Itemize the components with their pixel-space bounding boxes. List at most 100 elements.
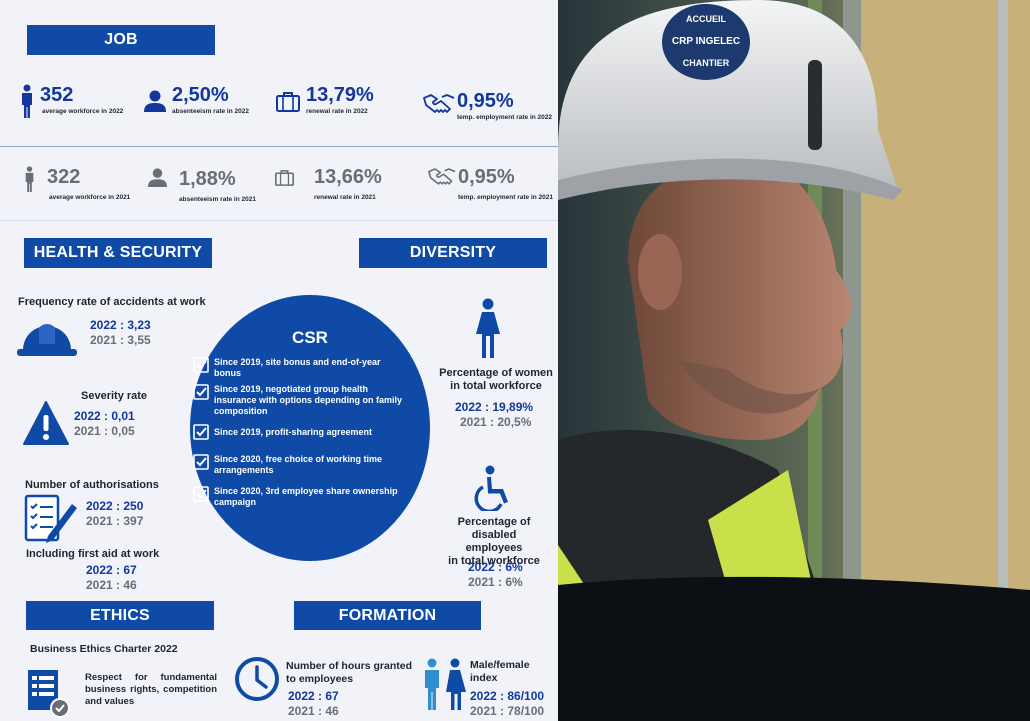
person-icon xyxy=(25,166,34,192)
kpi-value: 1,88% xyxy=(179,168,236,190)
kpi-value: 13,79% xyxy=(306,84,374,106)
frequency-label: Frequency rate of accidents at work xyxy=(18,296,206,308)
disabled-2022: 2022 : 6% xyxy=(468,560,523,574)
csr-title: CSR xyxy=(292,328,328,347)
warning-icon xyxy=(23,401,69,445)
helmet-brand: CRP INGELEC xyxy=(672,36,740,47)
handshake-icon xyxy=(423,94,455,113)
job-title: JOB xyxy=(104,31,138,48)
disabled-label: Percentage of disabled employees in tota… xyxy=(434,516,554,568)
kpi-label: absenteeism rate in 2022 xyxy=(172,108,249,115)
checkbox-icon xyxy=(193,384,209,400)
job-divider xyxy=(0,146,558,147)
kpi-absenteeism-2022: 2,50% absenteeism rate in 2022 xyxy=(144,84,249,116)
ethics-text: Respect for fundamental business rights,… xyxy=(85,672,217,707)
male-female-icon xyxy=(425,658,466,710)
kpi-label: average workforce in 2022 xyxy=(42,108,124,115)
frequency-2021: 2021 : 3,55 xyxy=(90,333,151,347)
women-2021: 2021 : 20,5% xyxy=(460,415,532,429)
severity-label: Severity rate xyxy=(81,390,148,402)
checkbox-icon xyxy=(193,357,209,373)
hours-label-line1: Number of hours granted xyxy=(286,660,413,672)
worker-illustration: ACCUEIL CRP INGELEC CHANTIER xyxy=(558,0,1030,721)
hard-hat-icon xyxy=(17,324,77,356)
index-label: Male/female index xyxy=(470,659,530,685)
diversity-title: DIVERSITY xyxy=(409,244,497,261)
women-2022: 2022 : 19,89% xyxy=(455,400,534,414)
frequency-2022: 2022 : 3,23 xyxy=(90,318,151,332)
charter-document-icon xyxy=(28,670,70,718)
accessibility-icon xyxy=(474,465,508,511)
severity-2021: 2021 : 0,05 xyxy=(74,424,135,438)
first-aid-2021: 2021 : 46 xyxy=(86,578,137,592)
hours-label-line2: to employees xyxy=(286,673,354,685)
kpi-label: average workforce in 2021 xyxy=(49,194,131,201)
index-2021: 2021 : 78/100 xyxy=(470,704,545,718)
hours-2022: 2022 : 67 xyxy=(288,689,339,703)
handshake-icon xyxy=(428,168,456,185)
kpi-label: temp. employment rate in 2021 xyxy=(458,194,554,201)
kpi-label: temp. employment rate in 2022 xyxy=(457,114,553,121)
formation-banner: FORMATION xyxy=(294,601,481,630)
infographic-panel: JOB 352 average workforce in 2022 2,50% … xyxy=(0,0,558,721)
ethics-banner: ETHICS xyxy=(26,601,214,630)
index-label-line2: index xyxy=(470,672,498,684)
authorisations-2022: 2022 : 250 xyxy=(86,499,144,513)
disabled-label-line2: employees xyxy=(465,542,523,554)
csr-item-text: Since 2020, 3rd employee share ownership… xyxy=(214,486,398,507)
index-2022: 2022 : 86/100 xyxy=(470,689,545,703)
health-banner: HEALTH & SECURITY xyxy=(24,238,212,268)
helmet-text-bottom: CHANTIER xyxy=(683,58,730,68)
briefcase-icon xyxy=(276,92,300,112)
checkbox-icon xyxy=(193,424,209,440)
csr-circle: CSR Since 2019, site bonus and end-of-ye… xyxy=(190,295,430,561)
csr-item: Since 2019, negotiated group health insu… xyxy=(193,384,403,417)
person-icon xyxy=(22,84,32,118)
kpi-absenteeism-2021: 1,88% absenteeism rate in 2021 xyxy=(148,168,256,204)
kpi-label: renewal rate in 2021 xyxy=(314,194,376,201)
authorisations-2021: 2021 : 397 xyxy=(86,514,144,528)
csr-item: Since 2019, profit-sharing agreement xyxy=(193,424,403,440)
checklist-pen-icon xyxy=(24,494,77,543)
csr-item-text: Since 2020, free choice of working time … xyxy=(214,454,383,475)
csr-item: Since 2019, site bonus and end-of-year b… xyxy=(193,357,403,379)
hours-label: Number of hours granted to employees xyxy=(286,660,412,686)
kpi-renewal-2022: 13,79% renewal rate in 2022 xyxy=(276,84,374,116)
disabled-label-line1: Percentage of disabled xyxy=(457,516,531,541)
kpi-value: 0,95% xyxy=(458,166,515,188)
women-label: Percentage of women in total workforce xyxy=(436,367,556,393)
csr-item: Since 2020, 3rd employee share ownership… xyxy=(193,486,403,508)
section-divider xyxy=(0,220,558,221)
kpi-value: 322 xyxy=(47,166,81,188)
kpi-workforce-2021: 322 average workforce in 2021 xyxy=(24,166,130,202)
checkbox-icon xyxy=(193,486,209,502)
worker-photo: ACCUEIL CRP INGELEC CHANTIER xyxy=(558,0,1030,721)
women-label-line1: Percentage of women xyxy=(439,367,553,379)
csr-item-text: Since 2019, negotiated group health insu… xyxy=(214,384,403,416)
women-label-line2: in total workforce xyxy=(450,380,542,392)
kpi-label: absenteeism rate in 2021 xyxy=(179,196,256,203)
woman-icon xyxy=(476,298,500,358)
kpi-workforce-2022: 352 average workforce in 2022 xyxy=(20,84,123,118)
csr-item: Since 2020, free choice of working time … xyxy=(193,454,403,476)
ethics-charter: Business Ethics Charter 2022 xyxy=(30,643,178,655)
severity-2022: 2022 : 0,01 xyxy=(74,409,135,423)
disabled-label-line3: in total workforce xyxy=(448,555,540,567)
checkbox-icon xyxy=(193,454,209,470)
index-label-line1: Male/female xyxy=(470,659,530,671)
ethics-title: ETHICS xyxy=(90,606,150,624)
kpi-value: 0,95% xyxy=(457,90,514,112)
diversity-banner: DIVERSITY xyxy=(359,238,547,268)
user-icon xyxy=(144,90,166,112)
user-icon xyxy=(148,168,167,187)
kpi-value: 2,50% xyxy=(172,84,229,106)
authorisations-label: Number of authorisations xyxy=(25,479,159,491)
kpi-value: 13,66% xyxy=(314,166,382,188)
csr-item-text: Since 2019, site bonus and end-of-year b… xyxy=(214,357,381,378)
kpi-label: renewal rate in 2022 xyxy=(306,108,368,115)
first-aid-2022: 2022 : 67 xyxy=(86,563,137,577)
hours-2021: 2021 : 46 xyxy=(288,704,339,718)
job-banner: JOB xyxy=(27,25,215,55)
kpi-value: 352 xyxy=(40,84,74,106)
clock-icon xyxy=(235,657,279,701)
